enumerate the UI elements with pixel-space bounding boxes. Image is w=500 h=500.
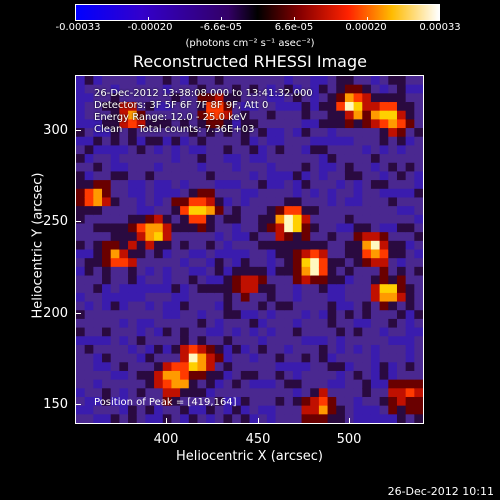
x-tick-label: 400: [153, 432, 179, 447]
footer-timestamp: 26-Dec-2012 10:11: [387, 485, 494, 498]
x-axis-label: Heliocentric X (arcsec): [176, 449, 323, 464]
y-tick-label: 150: [43, 397, 68, 412]
heatmap-image: [76, 76, 423, 423]
x-tick-label: 450: [245, 432, 271, 447]
y-tick-label: 200: [43, 306, 68, 321]
info-line-detectors: Detectors: 3F 5F 6F 7F 8F 9F, Att 0: [94, 100, 269, 111]
image-plot[interactable]: 26-Dec-2012 13:38:08.000 to 13:41:32.000…: [75, 75, 424, 424]
info-line-counts: Clean Total counts: 7.36E+03: [94, 124, 255, 135]
x-tick-label: 500: [336, 432, 362, 447]
y-tick-label: 300: [43, 123, 68, 138]
colorbar-tick-label: 6.6e-05: [274, 22, 314, 33]
colorbar-tick-label: -0.00033: [55, 22, 101, 33]
y-tick-label: 250: [43, 214, 68, 229]
colorbar-tick-label: -0.00020: [127, 22, 173, 33]
colorbar-unit: (photons cm⁻² s⁻¹ asec⁻²): [185, 38, 315, 49]
colorbar-tick-label: 0.00020: [345, 22, 387, 33]
colorbar-tick-label: 0.00033: [419, 22, 461, 33]
plot-title: Reconstructed RHESSI Image: [133, 52, 367, 71]
info-line-time: 26-Dec-2012 13:38:08.000 to 13:41:32.000: [94, 88, 313, 99]
colorbar: [75, 4, 440, 21]
peak-position: Position of Peak = [419,164]: [94, 397, 237, 408]
y-axis-label: Heliocentric Y (arcsec): [30, 172, 46, 319]
colorbar-tick-label: -6.6e-05: [200, 22, 242, 33]
colorbar-ticks: -0.00033 -0.00020 -6.6e-05 6.6e-05 0.000…: [0, 17, 500, 60]
info-line-energy: Energy Range: 12.0 - 25.0 keV: [94, 112, 247, 123]
